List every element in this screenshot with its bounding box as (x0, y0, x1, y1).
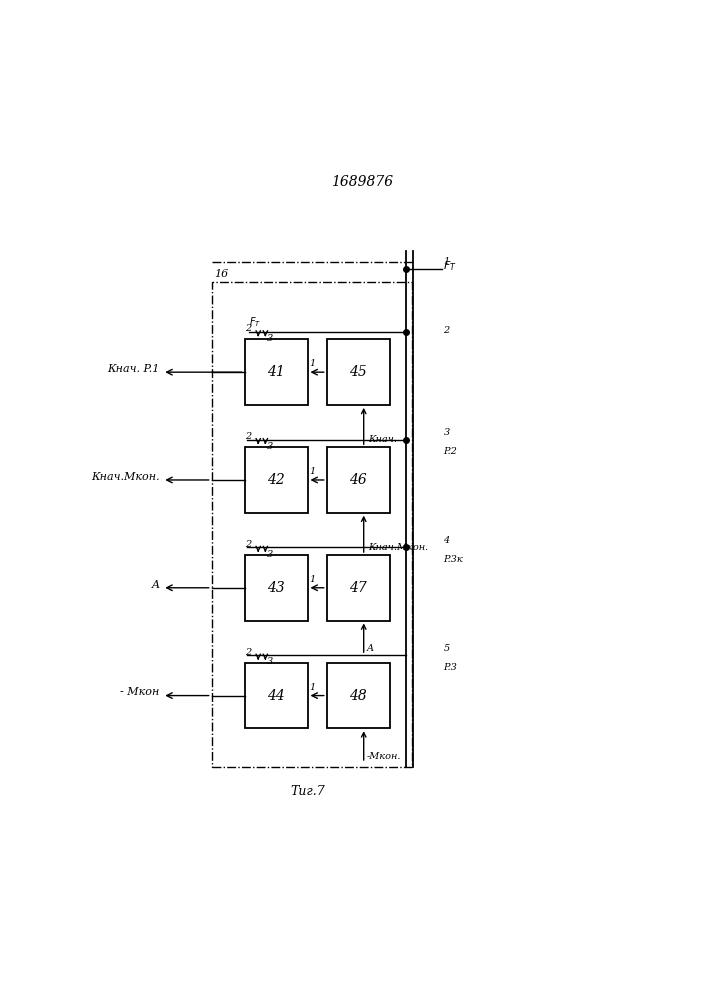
Text: 45: 45 (349, 365, 367, 379)
Text: 4: 4 (443, 536, 450, 545)
Text: Кнач.: Кнач. (368, 435, 397, 444)
Text: P.2: P.2 (443, 447, 457, 456)
Bar (327, 663, 390, 728)
Text: 1: 1 (310, 683, 316, 692)
Text: 41: 41 (267, 365, 285, 379)
Text: $F_T$: $F_T$ (443, 259, 457, 273)
Text: Кнач. P.1: Кнач. P.1 (107, 364, 160, 374)
Text: 3: 3 (443, 428, 450, 437)
Text: P.3: P.3 (443, 663, 457, 672)
Text: 42: 42 (267, 473, 285, 487)
Text: 1: 1 (443, 257, 450, 266)
Text: 2: 2 (443, 326, 450, 335)
Text: P.3к: P.3к (443, 555, 463, 564)
Text: Кнач.Мкон.: Кнач.Мкон. (368, 543, 428, 552)
Text: 16: 16 (214, 269, 228, 279)
Text: - Мкон: - Мкон (120, 687, 160, 697)
Text: Кнач.Мкон.: Кнач.Мкон. (91, 472, 160, 482)
Bar (245, 663, 308, 728)
Text: 47: 47 (349, 581, 367, 595)
Bar (327, 555, 390, 620)
Text: 2: 2 (245, 432, 252, 441)
Text: 5: 5 (443, 644, 450, 653)
Text: 48: 48 (349, 689, 367, 703)
Text: 44: 44 (267, 689, 285, 703)
Bar (245, 447, 308, 513)
Bar (211, 282, 411, 767)
Text: 1: 1 (310, 575, 316, 584)
Text: A: A (367, 644, 374, 653)
Text: 2: 2 (245, 540, 252, 549)
Text: 3: 3 (267, 442, 273, 451)
Text: -Мкон.: -Мкон. (367, 752, 402, 761)
Bar (327, 447, 390, 513)
Text: Τиг.7: Τиг.7 (290, 785, 325, 798)
Bar (327, 339, 390, 405)
Bar (245, 339, 308, 405)
Text: 1: 1 (310, 467, 316, 476)
Text: 1689876: 1689876 (332, 175, 393, 189)
Text: 3: 3 (267, 550, 273, 559)
Text: 3: 3 (267, 657, 273, 666)
Text: 43: 43 (267, 581, 285, 595)
Text: 1: 1 (310, 359, 316, 368)
Text: 3: 3 (267, 334, 273, 343)
Text: 46: 46 (349, 473, 367, 487)
Text: A: A (151, 580, 160, 590)
Text: $F_T$: $F_T$ (249, 315, 261, 329)
Text: 2: 2 (245, 324, 252, 333)
Text: 2: 2 (245, 648, 252, 657)
Bar (245, 555, 308, 620)
